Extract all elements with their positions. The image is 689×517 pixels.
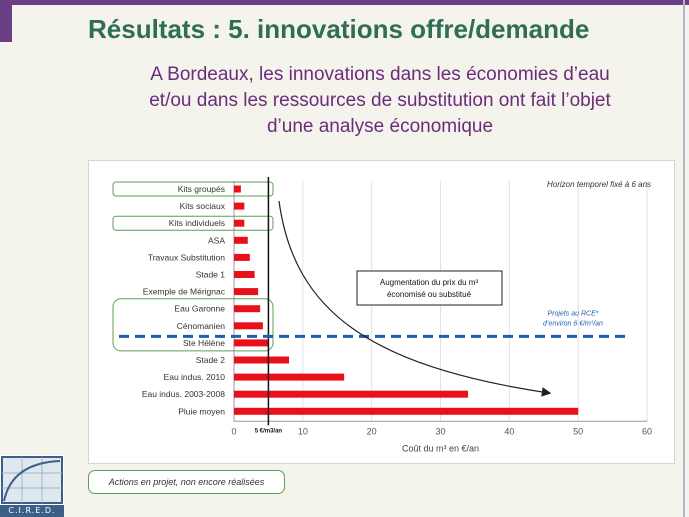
x-tick-label: 30 <box>435 426 445 436</box>
bar <box>234 185 241 193</box>
rce-label: d’environ 6 €/m³/an <box>543 320 603 327</box>
cired-logo-mark <box>1 456 63 504</box>
bar <box>234 219 245 227</box>
right-border-line <box>683 0 685 517</box>
bar <box>234 339 269 347</box>
x-tick-label: 20 <box>367 426 377 436</box>
category-label: Ste Hélène <box>183 338 225 348</box>
subtitle-line: et/ou dans les ressources de substitutio… <box>149 90 611 111</box>
arrow-annotation-box <box>356 270 503 306</box>
bar <box>234 202 245 210</box>
bar <box>234 271 255 278</box>
chart-panel: Kits groupés Kits sociaux Kits individuels… <box>88 160 675 464</box>
bar <box>234 322 263 330</box>
cired-logo-text: C.I.R.E.D. <box>0 505 64 517</box>
category-label: Eau indus. 2003-2008 <box>142 389 225 399</box>
bar <box>234 305 261 313</box>
x-tick-label: 10 <box>298 426 308 436</box>
reference-line-label: 5 €/m3/an <box>255 428 283 434</box>
subtitle-line: A Bordeaux, les innovations dans les éco… <box>150 64 610 85</box>
price-increase-arrow <box>278 200 552 397</box>
left-accent-bar <box>0 0 12 42</box>
category-label: Pluie moyen <box>178 406 225 416</box>
x-tick-label: 0 <box>231 426 236 436</box>
arrow-annotation-text: Augmentation du prix du m³ <box>380 278 479 287</box>
rce-label: Projets au RCE* <box>548 310 599 317</box>
x-axis-label: Coût du m³ en €/an <box>402 443 479 453</box>
cired-logo: C.I.R.E.D. <box>0 455 64 517</box>
category-label: Eau indus. 2010 <box>164 372 226 382</box>
category-label: Cénomanien <box>177 321 225 331</box>
bar <box>234 390 469 398</box>
category-label: Stade 1 <box>196 270 226 280</box>
cost-bar-chart: Kits groupés Kits sociaux Kits individuels… <box>112 177 652 453</box>
category-label: Kits groupés <box>178 184 225 194</box>
highlight-box <box>112 181 274 197</box>
x-tick-label: 60 <box>642 426 652 436</box>
bar <box>234 407 579 415</box>
bar <box>234 288 259 296</box>
bar <box>234 373 345 381</box>
category-label: Exemple de Mérignac <box>143 287 226 297</box>
category-label: Stade 2 <box>196 355 226 365</box>
bar <box>234 356 290 364</box>
legend-box: Actions en projet, non encore réalisées <box>88 470 285 494</box>
slide-subtitle: A Bordeaux, les innovations dans les éco… <box>100 62 660 140</box>
top-accent-bar <box>0 0 689 5</box>
x-tick-label: 50 <box>573 426 583 436</box>
category-label: ASA <box>208 235 225 245</box>
highlight-box <box>112 215 274 231</box>
horizon-label: Horizon temporel fixé à 6 ans <box>547 180 651 189</box>
slide-title: Résultats : 5. innovations offre/demande <box>88 14 590 44</box>
category-label: Kits individuels <box>169 218 225 228</box>
arrow-annotation-text: économisé ou substitué <box>387 290 472 299</box>
x-tick-label: 40 <box>504 426 514 436</box>
category-label: Travaux Substitution <box>148 252 225 262</box>
category-label: Kits sociaux <box>180 201 226 211</box>
subtitle-line: d’une analyse économique <box>266 116 494 137</box>
highlight-group-box <box>112 298 274 352</box>
category-label: Eau Garonne <box>174 304 225 314</box>
bar <box>234 236 248 244</box>
bar <box>234 253 250 261</box>
